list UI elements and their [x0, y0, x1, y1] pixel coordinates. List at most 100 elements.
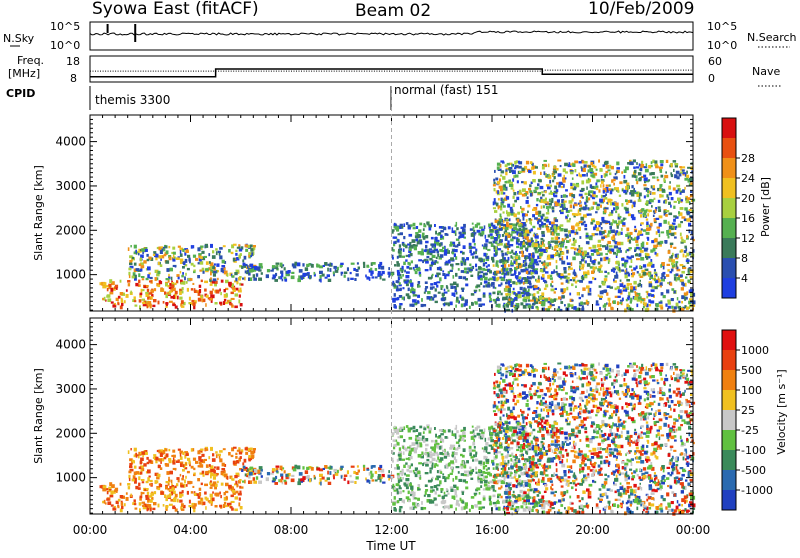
- power-echo: [572, 183, 575, 186]
- power-echo: [669, 181, 671, 184]
- power-echo: [357, 262, 359, 264]
- velocity-echo: [466, 460, 469, 463]
- power-echo: [556, 273, 558, 276]
- power-echo: [140, 255, 144, 259]
- velocity-echo: [193, 458, 196, 461]
- power-echo: [684, 178, 688, 181]
- power-echo: [510, 305, 513, 308]
- velocity-echo: [250, 448, 253, 451]
- power-echo: [216, 251, 218, 255]
- power-echo: [669, 226, 673, 230]
- power-echo: [363, 265, 365, 269]
- velocity-echo: [140, 458, 144, 462]
- power-echo: [522, 227, 525, 231]
- power-echo: [417, 232, 419, 234]
- power-echo: [566, 208, 568, 212]
- power-echo: [382, 279, 385, 281]
- velocity-echo: [423, 507, 426, 510]
- velocity-echo: [450, 467, 453, 469]
- power-echo: [528, 265, 530, 268]
- power-echo: [624, 308, 627, 312]
- velocity-echo: [212, 458, 216, 462]
- power-echo: [540, 172, 542, 175]
- velocity-echo: [370, 471, 372, 474]
- power-echo: [495, 230, 499, 233]
- power-echo: [581, 294, 583, 297]
- power-echo: [526, 242, 529, 245]
- power-echo: [551, 289, 555, 292]
- power-echo: [662, 189, 666, 192]
- power-echo: [526, 234, 529, 236]
- power-echo: [525, 230, 529, 234]
- power-echo: [504, 304, 506, 306]
- power-echo: [414, 246, 417, 250]
- velocity-echo: [452, 470, 454, 473]
- power-echo: [121, 299, 123, 303]
- power-echo: [132, 276, 135, 279]
- velocity-echo: [237, 484, 239, 486]
- power-echo: [394, 305, 397, 308]
- power-echo: [561, 261, 565, 265]
- power-echo: [180, 271, 182, 274]
- velocity-echo: [237, 450, 241, 452]
- power-echo: [540, 186, 544, 189]
- power-echo: [407, 262, 409, 265]
- power-echo: [403, 248, 405, 252]
- velocity-echo: [403, 465, 406, 468]
- power-echo: [129, 275, 131, 278]
- velocity-echo: [193, 473, 195, 475]
- power-echo: [517, 219, 520, 223]
- velocity-echo: [181, 509, 185, 511]
- power-echo: [579, 194, 583, 197]
- power-echo: [523, 305, 527, 309]
- power-echo: [560, 165, 562, 167]
- power-echo: [452, 242, 455, 244]
- power-echo: [341, 272, 343, 275]
- power-echo: [540, 245, 543, 247]
- velocity-echo: [319, 474, 323, 477]
- power-echo: [409, 234, 413, 237]
- power-echo: [461, 304, 463, 308]
- velocity-echo: [212, 491, 214, 493]
- velocity-echo: [490, 501, 492, 504]
- velocity-echo: [185, 463, 187, 466]
- power-echo: [169, 257, 172, 261]
- power-echo: [557, 160, 561, 162]
- power-echo: [222, 260, 225, 264]
- power-echo: [111, 301, 114, 303]
- power-echo: [544, 201, 548, 203]
- power-echo: [185, 273, 187, 276]
- velocity-echo: [327, 471, 329, 475]
- power-echo: [164, 291, 166, 294]
- velocity-echo: [403, 439, 405, 442]
- power-echo: [372, 276, 375, 278]
- power-echo: [535, 270, 538, 273]
- velocity-echo: [182, 475, 184, 478]
- velocity-echo: [426, 459, 429, 461]
- velocity-echo: [421, 501, 423, 505]
- velocity-echo: [432, 453, 435, 457]
- velocity-echo: [520, 505, 523, 508]
- power-echo: [512, 281, 515, 284]
- power-echo: [671, 298, 674, 301]
- velocity-echo: [484, 428, 486, 432]
- power-echo: [494, 182, 496, 184]
- power-echo: [550, 277, 553, 280]
- power-echo: [165, 294, 168, 298]
- power-echo: [535, 239, 537, 242]
- power-echo: [638, 232, 640, 235]
- power-echo: [506, 196, 509, 200]
- power-echo: [638, 296, 642, 299]
- power-echo: [505, 164, 508, 167]
- velocity-echo: [142, 454, 144, 457]
- velocity-echo: [243, 466, 246, 469]
- power-echo: [439, 226, 443, 229]
- power-echo: [673, 187, 676, 190]
- power-echo: [627, 186, 629, 190]
- power-echo: [233, 244, 237, 246]
- power-echo: [205, 246, 209, 248]
- power-echo: [126, 294, 129, 298]
- power-echo: [537, 183, 540, 186]
- velocity-echo: [513, 491, 515, 494]
- power-echo: [454, 286, 457, 289]
